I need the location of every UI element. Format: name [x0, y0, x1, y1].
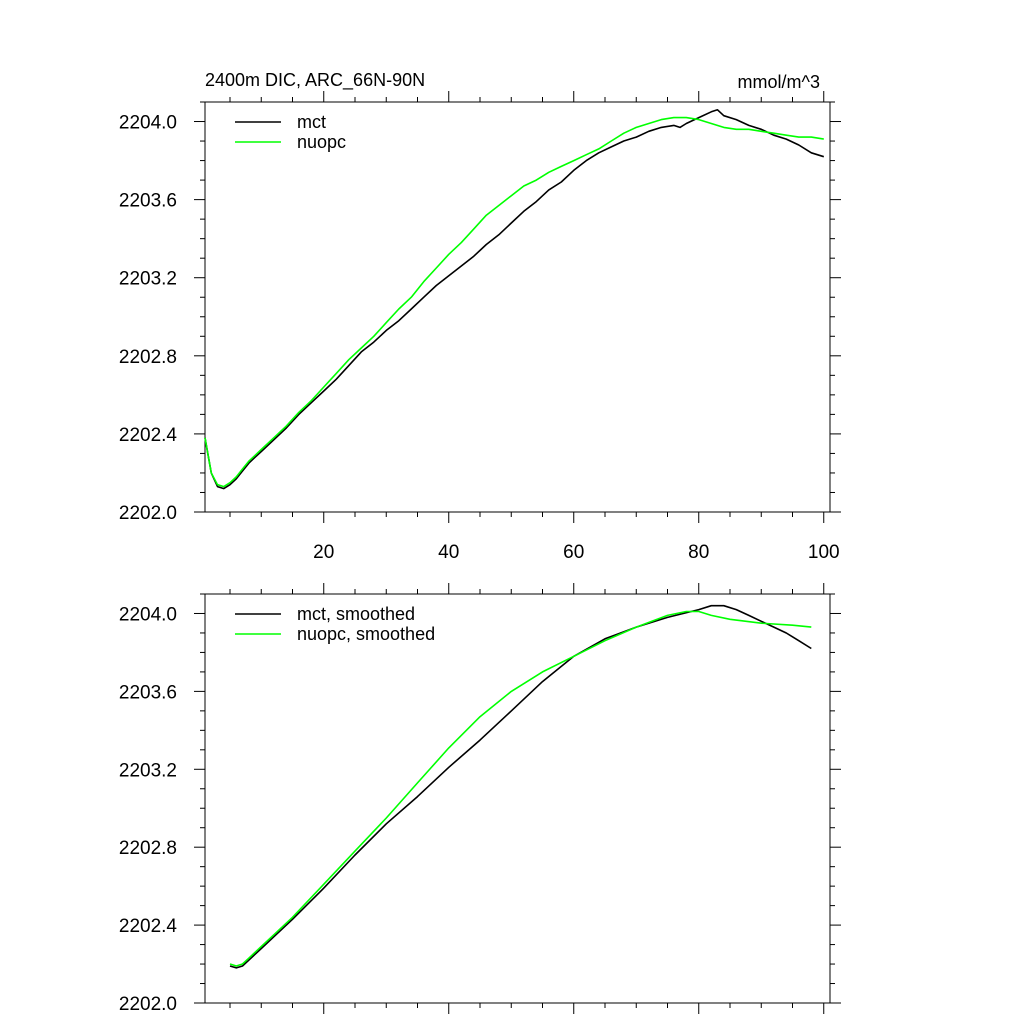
x-tick-label: 100 [808, 542, 840, 563]
series-line-mct-smoothed [229, 604, 812, 969]
y-tick-label: 2204.0 [119, 604, 177, 625]
legend-label: mct [297, 112, 326, 132]
y-tick-label: 2202.0 [119, 503, 177, 524]
series-line-mct [204, 109, 825, 490]
y-tick-label: 2203.6 [119, 682, 177, 703]
x-tick-label: 80 [688, 542, 709, 563]
y-tick-label: 2202.0 [119, 994, 177, 1015]
y-tick-label: 2204.0 [119, 113, 177, 134]
chart-title: 2400m DIC, ARC_66N-90N [205, 70, 425, 91]
units-label: mmol/m^3 [738, 72, 820, 92]
y-tick-label: 2202.4 [119, 916, 178, 937]
y-tick-label: 2203.2 [119, 269, 177, 290]
series-line-nuopc [204, 116, 824, 488]
series-line-nuopc-smoothed [229, 610, 812, 967]
y-tick-label: 2202.8 [119, 838, 177, 859]
plot-frame [204, 593, 831, 1004]
y-tick-label: 2203.2 [119, 760, 177, 781]
chart-panel-2: 2202.0 2202.4 2202.8 2203.2 2203.6 2204.0 mct,… [119, 583, 841, 1015]
legend-label: nuopc, smoothed [297, 624, 435, 644]
y-tick-label: 2202.4 [119, 425, 178, 446]
x-tick-label: 20 [313, 542, 334, 563]
x-tick-label: 60 [563, 542, 584, 563]
plot-frame [204, 101, 831, 513]
y-tick-label: 2203.6 [119, 191, 177, 212]
legend-label: mct, smoothed [297, 604, 415, 624]
y-tick-label: 2202.8 [119, 347, 177, 368]
legend-label: nuopc [297, 132, 346, 152]
chart-panel-1: 20 40 60 80 100 2202.0 2202.4 2202.8 2203.2 2203.… [119, 70, 841, 563]
x-tick-label: 40 [438, 542, 459, 563]
